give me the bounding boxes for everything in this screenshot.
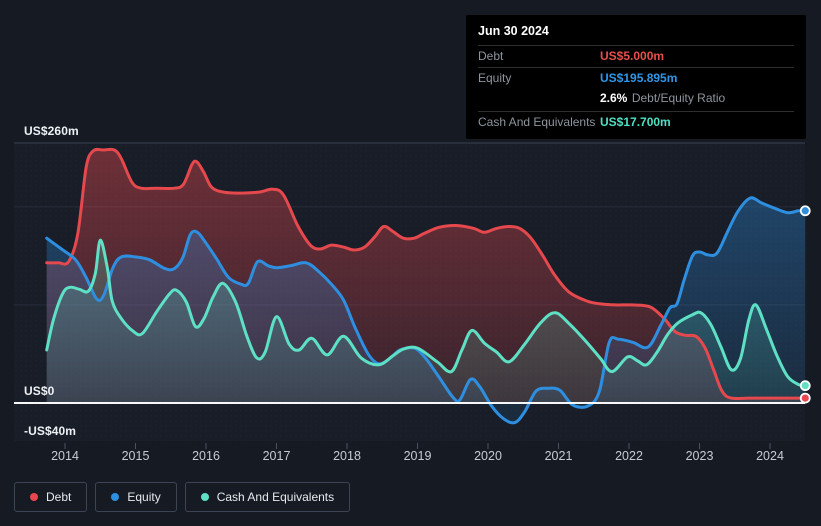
equity-series-dot-icon (111, 493, 120, 501)
legend-item-label: Equity (127, 490, 161, 504)
y-axis-label-negative: -US$40m (24, 424, 77, 438)
tooltip-debt-label: Debt (478, 49, 504, 63)
chart-legend: Debt Equity Cash And Equivalents (14, 482, 351, 512)
tooltip-row-ratio: 2.6% Debt/Equity Ratio (478, 89, 794, 111)
x-axis-year-2017: 2017 (262, 449, 291, 463)
hover-tooltip-panel: Jun 30 2024 Debt US$5.000m Equity US$195… (466, 15, 806, 139)
x-axis-year-2022: 2022 (615, 449, 643, 463)
x-axis-year-2020: 2020 (474, 449, 502, 463)
tooltip-debt-value: US$5.000m (600, 49, 665, 63)
y-axis-label-zero: US$0 (24, 384, 55, 398)
cash-line (45, 238, 807, 388)
tooltip-equity-label: Equity (478, 71, 512, 85)
tooltip-ratio: 2.6% Debt/Equity Ratio (600, 89, 725, 107)
tooltip-row-debt: Debt US$5.000m (478, 45, 794, 67)
x-axis-year-2015: 2015 (121, 449, 150, 463)
legend-item-label: Cash And Equivalents (216, 490, 335, 504)
debt-endpoint-marker (799, 392, 811, 404)
legend-item-label: Debt (46, 490, 72, 504)
equity-line (45, 196, 807, 425)
tooltip-row-equity: Equity US$195.895m (478, 67, 794, 89)
tooltip-cash-label: Cash And Equivalents (478, 115, 596, 129)
debt-line (45, 147, 807, 401)
x-axis-year-2018: 2018 (333, 449, 361, 463)
x-axis-year-2024: 2024 (756, 449, 784, 463)
legend-item-equity[interactable]: Equity (95, 482, 177, 512)
tooltip-equity-value: US$195.895m (600, 71, 678, 85)
cash-endpoint-marker (799, 380, 811, 392)
tooltip-cash-value: US$17.700m (600, 115, 671, 129)
x-axis-year-2016: 2016 (192, 449, 220, 463)
tooltip-row-cash: Cash And Equivalents US$17.700m (478, 111, 794, 133)
legend-item-cash[interactable]: Cash And Equivalents (184, 482, 351, 512)
x-axis-year-2021: 2021 (544, 449, 573, 463)
equity-endpoint-marker (799, 205, 811, 217)
x-axis-year-2019: 2019 (403, 449, 432, 463)
debt-series-dot-icon (30, 493, 38, 501)
legend-item-debt[interactable]: Debt (14, 482, 88, 512)
cash-area (46, 240, 806, 403)
x-axis-year-2023: 2023 (685, 449, 714, 463)
y-axis-label-top: US$260m (24, 124, 79, 138)
cash-series-dot-icon (200, 493, 209, 501)
tooltip-ratio-value: 2.6% (600, 91, 628, 105)
x-axis-year-2014: 2014 (51, 449, 79, 463)
tooltip-date: Jun 30 2024 (478, 24, 549, 38)
tooltip-ratio-label: Debt/Equity Ratio (631, 91, 726, 105)
